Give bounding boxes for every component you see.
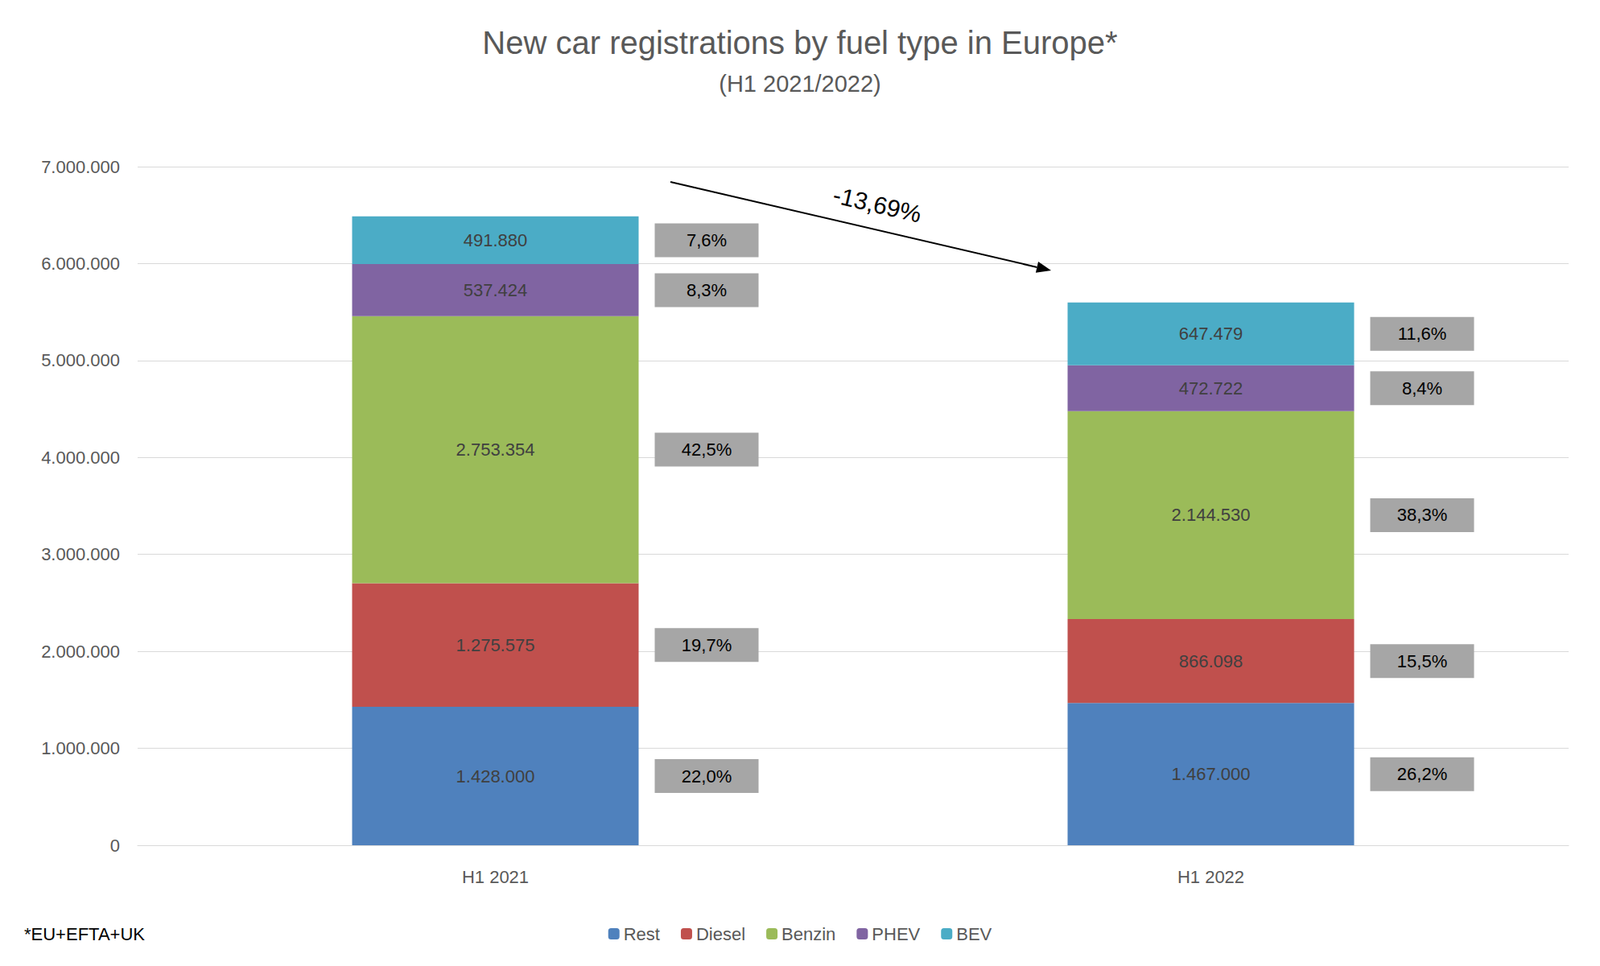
svg-text:Diesel: Diesel [696, 923, 746, 945]
svg-text:491.880: 491.880 [463, 230, 528, 251]
svg-text:8,4%: 8,4% [1402, 378, 1443, 399]
svg-text:38,3%: 38,3% [1397, 504, 1448, 525]
svg-text:5.000.000: 5.000.000 [41, 350, 120, 371]
svg-text:BEV: BEV [956, 923, 992, 945]
svg-text:New car registrations by fuel: New car registrations by fuel type in Eu… [482, 24, 1118, 61]
svg-text:472.722: 472.722 [1179, 378, 1244, 399]
svg-text:0: 0 [110, 835, 120, 856]
svg-text:4.000.000: 4.000.000 [41, 447, 120, 468]
svg-text:42,5%: 42,5% [681, 439, 732, 460]
svg-text:7,6%: 7,6% [686, 230, 727, 251]
svg-text:*EU+EFTA+UK: *EU+EFTA+UK [24, 923, 145, 945]
svg-text:1.275.575: 1.275.575 [456, 635, 536, 656]
svg-text:7.000.000: 7.000.000 [41, 156, 120, 178]
svg-text:6.000.000: 6.000.000 [41, 253, 120, 274]
svg-text:19,7%: 19,7% [681, 635, 732, 656]
svg-text:22,0%: 22,0% [681, 766, 732, 787]
svg-text:2.753.354: 2.753.354 [456, 439, 536, 460]
svg-text:1.467.000: 1.467.000 [1171, 763, 1251, 784]
svg-text:1.428.000: 1.428.000 [456, 766, 536, 787]
svg-text:H1 2022: H1 2022 [1177, 866, 1245, 887]
svg-text:Benzin: Benzin [781, 923, 836, 945]
svg-text:26,2%: 26,2% [1397, 763, 1448, 784]
svg-text:8,3%: 8,3% [686, 280, 727, 301]
svg-text:PHEV: PHEV [871, 923, 920, 945]
svg-text:Rest: Rest [623, 923, 660, 945]
svg-text:2.144.530: 2.144.530 [1171, 504, 1251, 525]
svg-text:3.000.000: 3.000.000 [41, 544, 120, 565]
svg-text:537.424: 537.424 [463, 280, 528, 301]
svg-text:H1 2021: H1 2021 [461, 866, 529, 887]
svg-text:647.479: 647.479 [1179, 323, 1244, 344]
svg-text:11,6%: 11,6% [1397, 323, 1448, 344]
svg-text:2.000.000: 2.000.000 [41, 641, 120, 662]
svg-text:1.000.000: 1.000.000 [41, 738, 120, 759]
svg-text:15,5%: 15,5% [1397, 651, 1448, 672]
svg-text:-13,69%: -13,69% [830, 181, 924, 228]
svg-text:866.098: 866.098 [1179, 651, 1244, 672]
svg-text:(H1 2021/2022): (H1 2021/2022) [718, 70, 882, 97]
